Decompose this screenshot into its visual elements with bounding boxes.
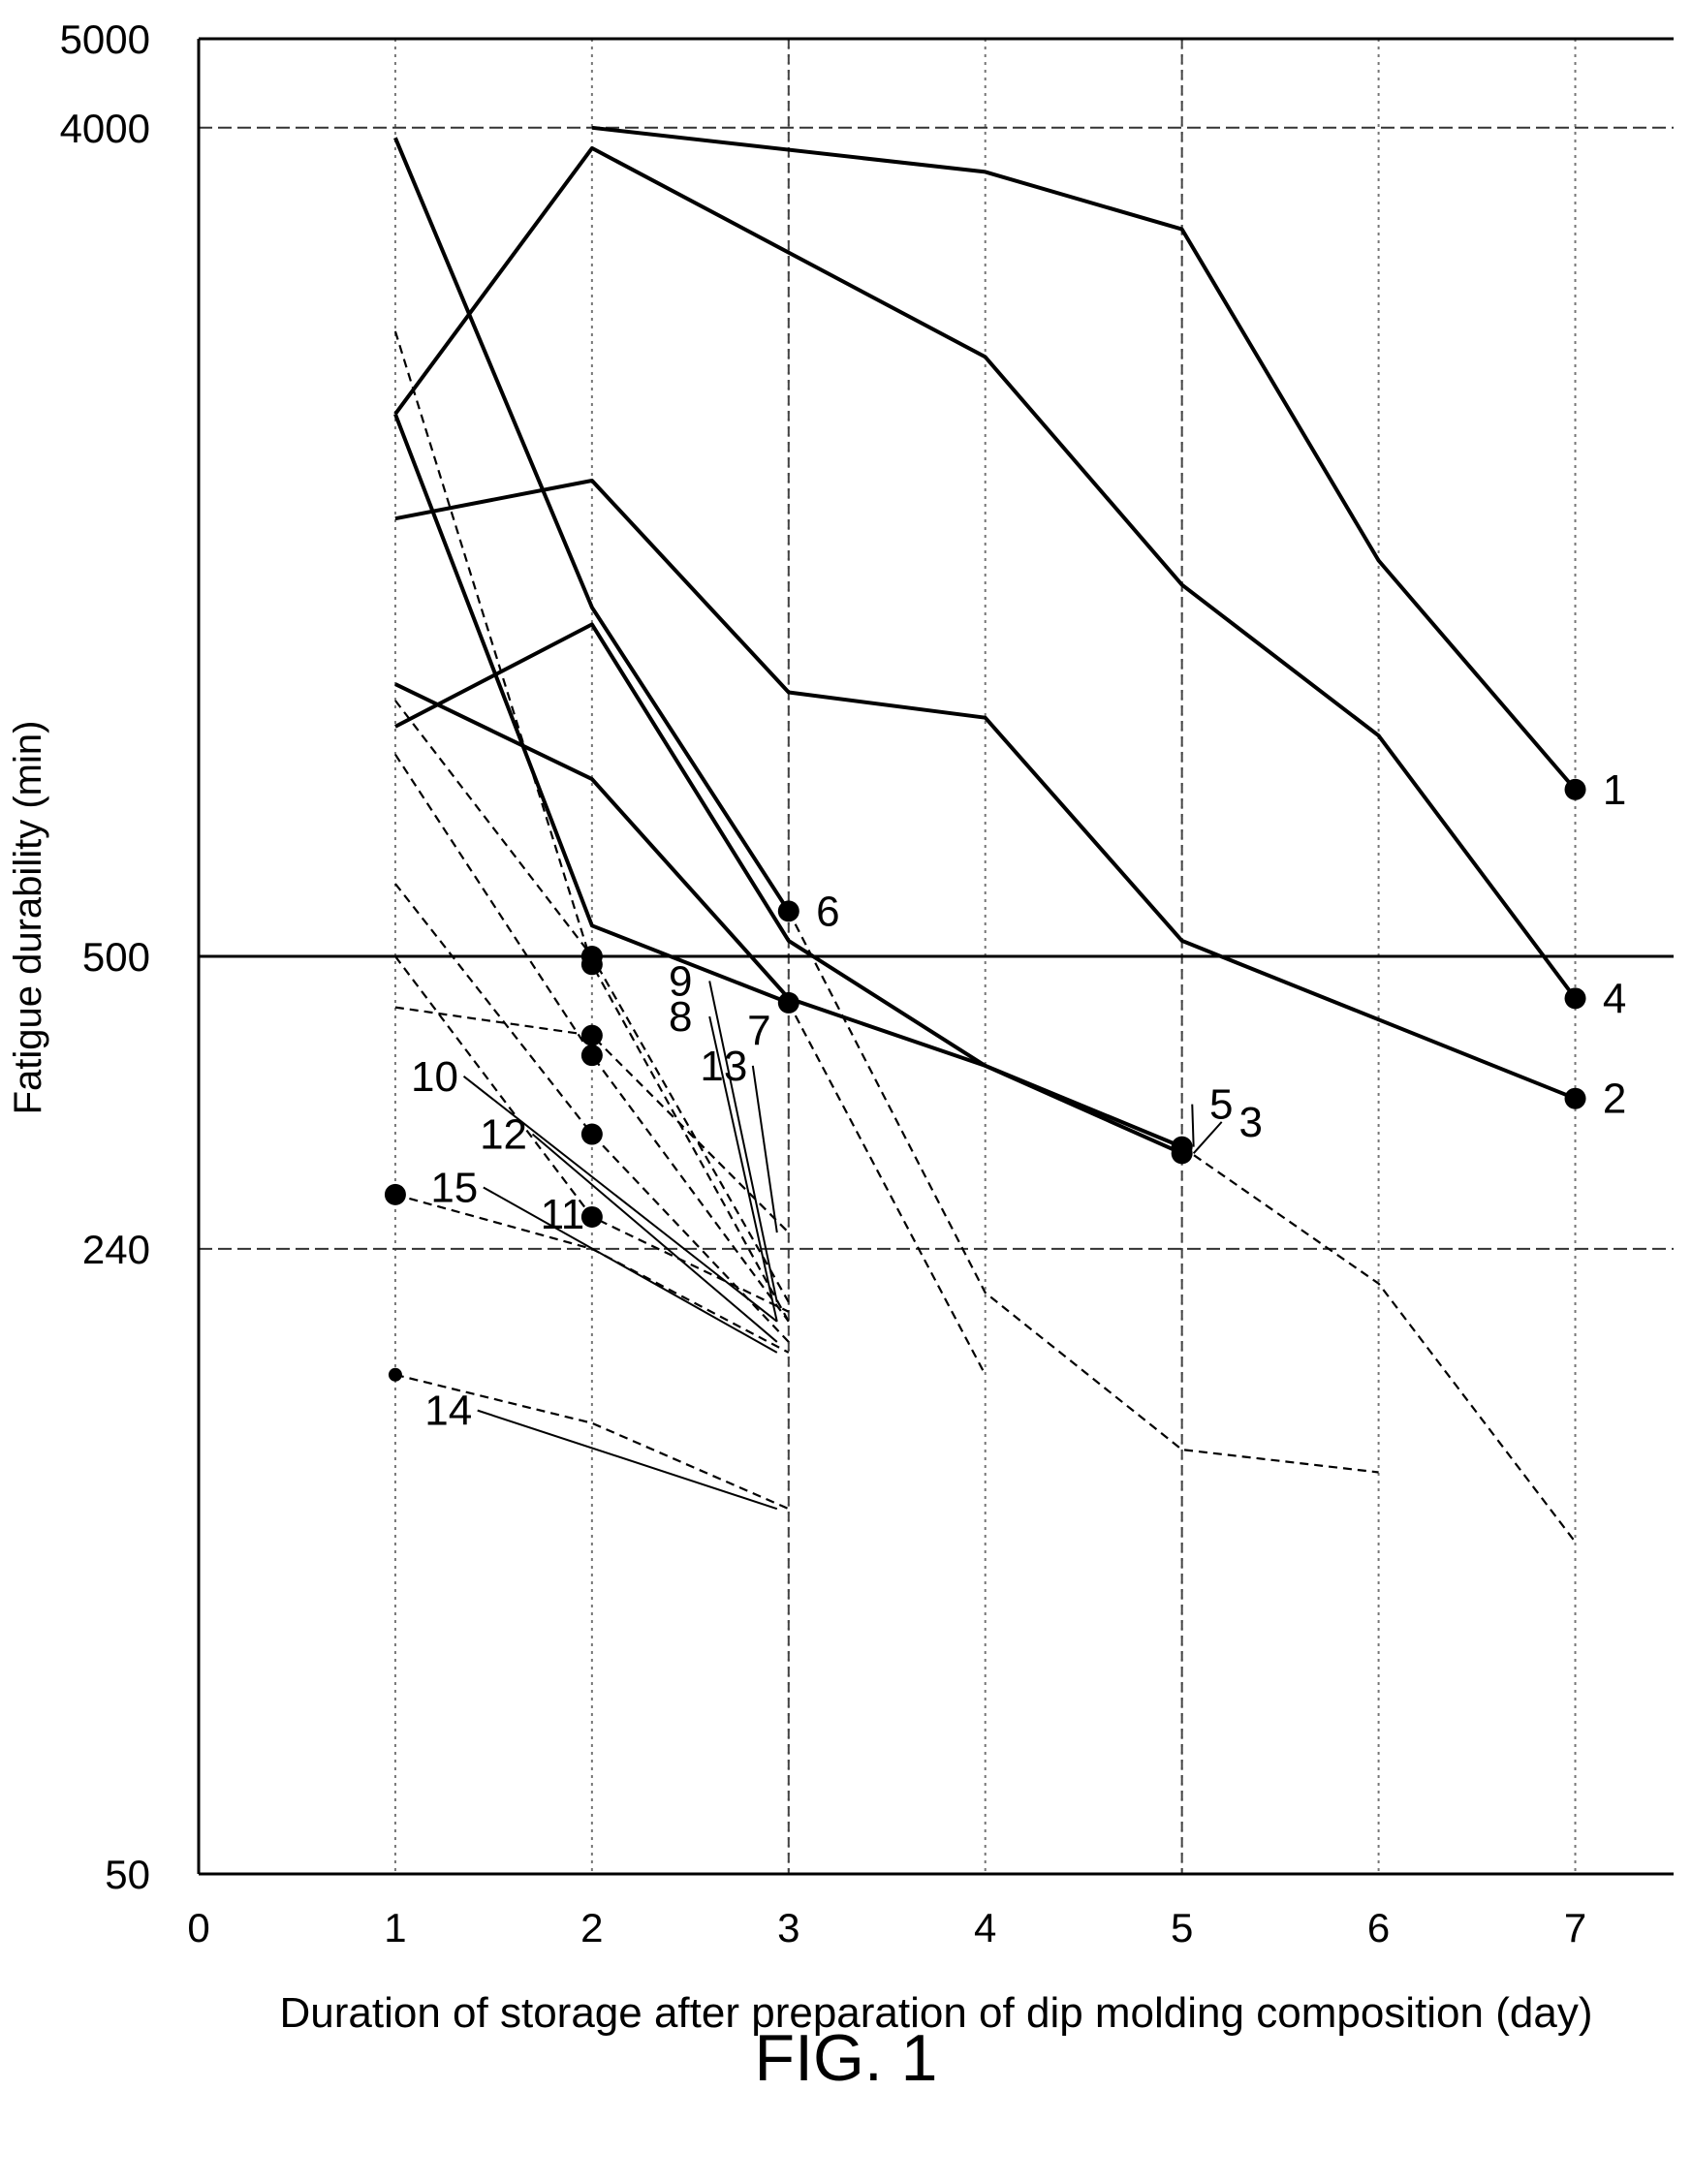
- data-point-marker: [580, 1205, 603, 1228]
- y-tick-label: 5000: [60, 16, 150, 62]
- x-tick-label: 1: [384, 1905, 406, 1950]
- figure-caption: FIG. 1: [754, 2021, 938, 2095]
- series-line-12: [394, 883, 790, 1343]
- data-point-marker: [384, 1183, 406, 1205]
- y-tick-label: 50: [105, 1852, 150, 1897]
- x-tick-label: 3: [777, 1905, 799, 1950]
- y-tick-label: 240: [82, 1227, 150, 1272]
- y-tick-label: 4000: [60, 106, 150, 151]
- series-line-1: [591, 125, 1578, 792]
- series-line-4: [393, 145, 1578, 1000]
- series-label-4: 4: [1603, 975, 1626, 1022]
- data-point-marker: [388, 1367, 402, 1382]
- data-point-marker: [1564, 1087, 1586, 1109]
- series-label-1: 1: [1603, 766, 1626, 814]
- series-line-8: [393, 330, 790, 1323]
- leader-line-14: [477, 1409, 778, 1511]
- x-tick-label: 7: [1564, 1905, 1586, 1950]
- series-label-11: 11: [541, 1191, 585, 1238]
- data-point-marker: [777, 900, 799, 922]
- series-label-5: 5: [1209, 1081, 1233, 1129]
- data-point-marker: [580, 946, 603, 967]
- data-point-marker: [580, 1024, 603, 1046]
- data-point-marker: [1171, 1136, 1193, 1158]
- series-label-14: 14: [424, 1388, 472, 1435]
- leader-line-13: [751, 1065, 778, 1233]
- data-point-marker: [777, 991, 799, 1014]
- series-line-continuation: [787, 1002, 987, 1376]
- series-label-10: 10: [411, 1053, 458, 1101]
- x-tick-label: 2: [580, 1905, 603, 1950]
- y-axis-label: Fatigue durability (min): [7, 721, 49, 1115]
- series-label-15: 15: [430, 1164, 478, 1211]
- series-label-3: 3: [1238, 1099, 1262, 1146]
- data-point-marker: [1564, 778, 1586, 800]
- leader-line-5: [1191, 1104, 1195, 1147]
- series-label-8: 8: [669, 993, 692, 1041]
- leader-line-12: [531, 1133, 778, 1343]
- series-lines: [393, 125, 1578, 1544]
- series-line-3: [393, 622, 1183, 1156]
- series-label-9: 9: [669, 957, 692, 1005]
- leader-line-8: [708, 1015, 778, 1323]
- leader-line-10: [462, 1076, 778, 1323]
- x-tick-label: 4: [974, 1905, 996, 1950]
- series-line-2: [394, 479, 1577, 1101]
- series-label-6: 6: [816, 888, 839, 935]
- series-line-13: [394, 1006, 790, 1233]
- series-line-6: [393, 137, 791, 913]
- series-label-7: 7: [747, 1008, 770, 1055]
- series-line-continuation: [787, 910, 1379, 1474]
- series-line-continuation: [1181, 1145, 1577, 1544]
- series-label-12: 12: [480, 1111, 527, 1159]
- series-label-2: 2: [1603, 1076, 1626, 1123]
- data-point-marker: [1564, 987, 1586, 1010]
- x-tick-label: 6: [1367, 1905, 1390, 1950]
- data-point-marker: [580, 1123, 603, 1145]
- series-label-13: 13: [700, 1043, 747, 1090]
- gridlines: [197, 37, 1674, 1876]
- leader-line-15: [483, 1186, 778, 1354]
- x-tick-label: 0: [187, 1905, 209, 1950]
- leader-line-3: [1192, 1121, 1223, 1154]
- annotation-leaders: [462, 981, 1223, 1511]
- y-tick-label: 500: [82, 934, 150, 980]
- series-markers: [384, 778, 1586, 1382]
- leader-line-9: [708, 981, 778, 1302]
- data-point-marker: [580, 1045, 603, 1067]
- x-tick-label: 5: [1171, 1905, 1193, 1950]
- series-line-7: [393, 413, 790, 1005]
- x-axis-label: Duration of storage after preparation of…: [280, 1989, 1593, 2037]
- series-line-10: [393, 753, 790, 1323]
